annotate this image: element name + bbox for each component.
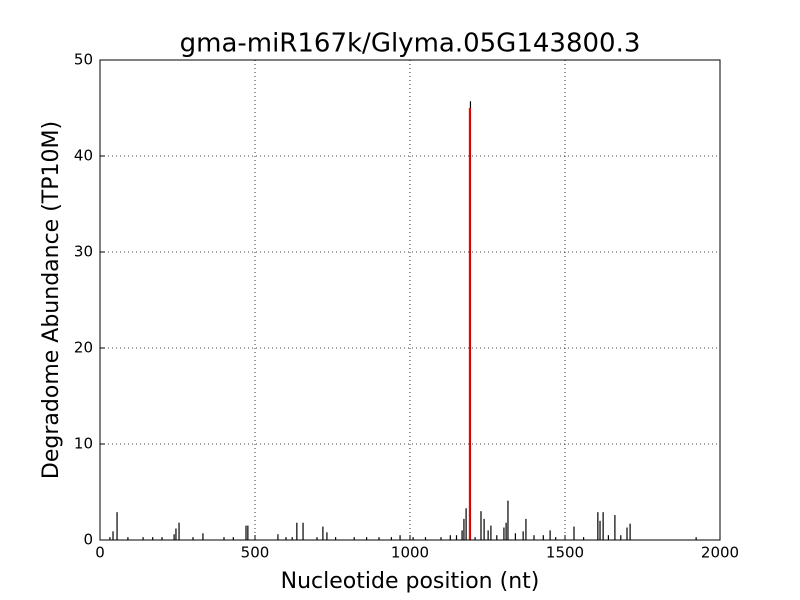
x-tick-label: 2000: [701, 544, 739, 562]
chart-title: gma-miR167k/Glyma.05G143800.3: [180, 29, 641, 59]
y-tick-label: 30: [74, 243, 93, 261]
y-tick-label: 20: [74, 339, 93, 357]
x-tick-label: 500: [241, 544, 270, 562]
y-axis-label: Degradome Abundance (TP10M): [39, 121, 64, 479]
x-tick-label: 1500: [546, 544, 584, 562]
x-tick-label: 0: [95, 544, 105, 562]
y-tick-label: 50: [74, 51, 93, 69]
x-axis-label: Nucleotide position (nt): [281, 569, 540, 594]
y-tick-label: 0: [83, 531, 93, 549]
y-tick-label: 10: [74, 435, 93, 453]
x-tick-label: 1000: [391, 544, 429, 562]
plot-frame: [99, 59, 721, 541]
y-tick-label: 40: [74, 147, 93, 165]
